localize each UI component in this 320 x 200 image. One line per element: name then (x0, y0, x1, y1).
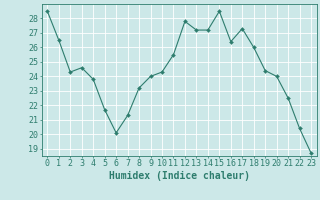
X-axis label: Humidex (Indice chaleur): Humidex (Indice chaleur) (109, 171, 250, 181)
